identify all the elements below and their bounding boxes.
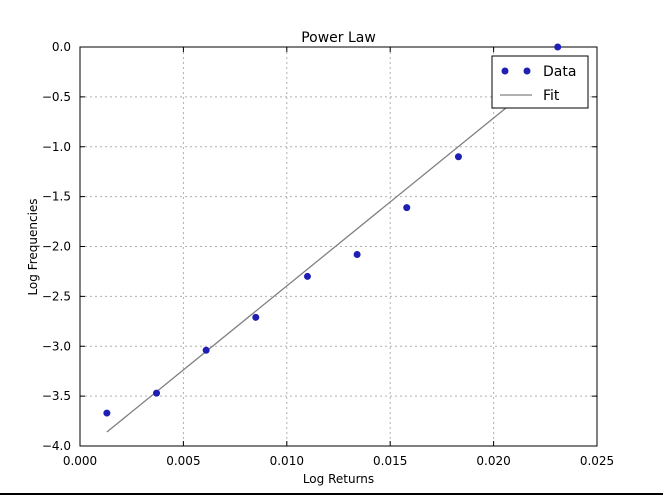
bottom-rule [0, 493, 663, 495]
data-point [153, 389, 161, 397]
data-series [103, 43, 562, 417]
legend-label-fit: Fit [543, 88, 560, 104]
y-axis-label: Log Frequencies [26, 198, 40, 295]
y-tick-label: −0.5 [42, 90, 71, 104]
legend: Data Fit [491, 55, 589, 109]
legend-label-data: Data [543, 64, 576, 80]
legend-data-marker-1 [501, 67, 509, 75]
y-tick-label: −1.0 [42, 140, 71, 154]
y-tick-label: −2.5 [42, 289, 71, 303]
y-tick-label: 0.0 [52, 40, 71, 54]
x-tick-label: 0.005 [166, 454, 200, 468]
legend-data-marker-2 [523, 67, 531, 75]
data-point [103, 409, 111, 417]
x-tick-label: 0.010 [270, 454, 304, 468]
x-axis-label: Log Returns [303, 472, 374, 486]
data-point [554, 43, 562, 51]
data-point [202, 346, 210, 354]
data-point [454, 153, 462, 161]
data-point [353, 250, 361, 258]
x-tick-label: 0.025 [580, 454, 614, 468]
fit-line [106, 65, 559, 433]
grid-lines [80, 47, 597, 446]
legend-box [491, 55, 589, 109]
chart-title: Power Law [301, 30, 376, 46]
y-tick-label: −3.0 [42, 339, 71, 353]
data-point [303, 272, 311, 280]
x-tick-label: 0.020 [476, 454, 510, 468]
x-tick-label: 0.000 [63, 454, 97, 468]
data-point [403, 204, 411, 212]
axis-ticks: 0.000 0.005 0.010 0.015 0.020 0.025 0.0 −0.5 −1.… [42, 40, 614, 468]
y-tick-label: −4.0 [42, 439, 71, 453]
x-tick-label: 0.015 [373, 454, 407, 468]
fit-series [106, 65, 559, 433]
data-point [252, 313, 260, 321]
y-tick-label: −1.5 [42, 190, 71, 204]
y-tick-label: −2.0 [42, 240, 71, 254]
y-tick-label: −3.5 [42, 389, 71, 403]
